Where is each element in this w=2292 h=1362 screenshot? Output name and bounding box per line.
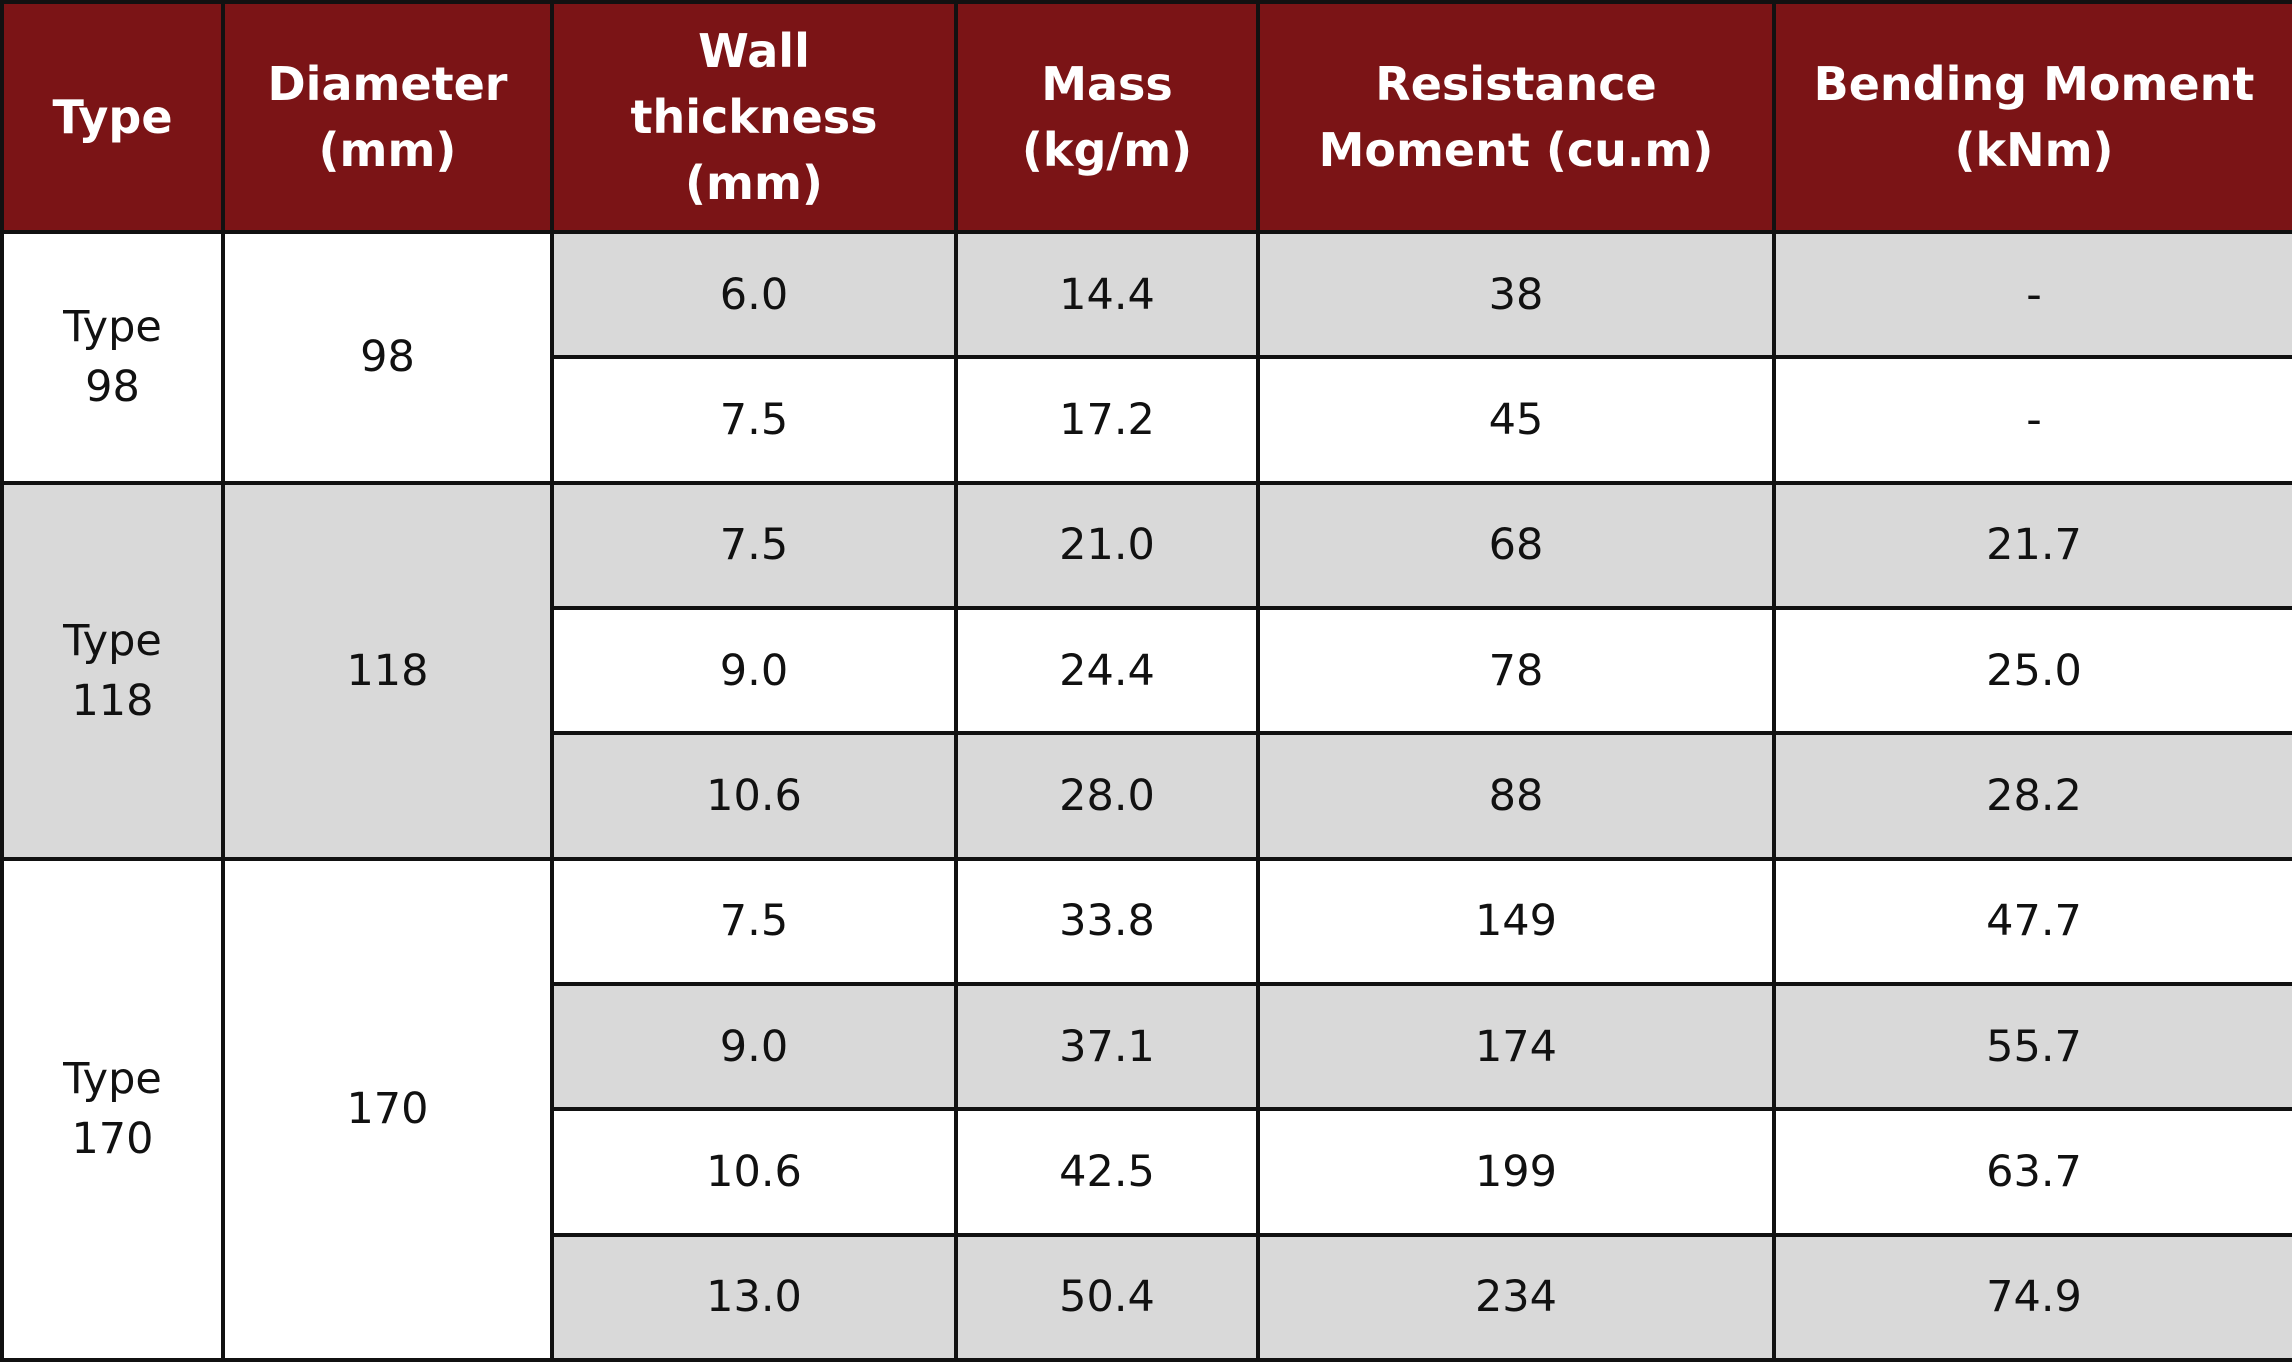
data-cell: 37.1 xyxy=(954,981,1260,1112)
diameter-cell: 118 xyxy=(221,480,554,861)
data-cell: 33.8 xyxy=(954,856,1260,986)
data-cell: 13.0 xyxy=(550,1232,958,1362)
data-cell: 9.0 xyxy=(550,605,958,736)
data-cell: 78 xyxy=(1256,605,1776,736)
data-cell: - xyxy=(1772,229,2292,360)
data-cell: 24.4 xyxy=(954,605,1260,736)
table-row: Type 170 170 7.5 33.8 149 47.7 xyxy=(0,856,2292,1362)
type-cell: Type 118 xyxy=(0,480,225,861)
table-row: 9.0 37.1 174 55.7 xyxy=(2,981,2292,1112)
type-cell: Type 170 xyxy=(0,856,225,1362)
header-cell: Bending Moment (kNm) xyxy=(1772,0,2292,234)
data-cell: 9.0 xyxy=(550,981,958,1112)
data-cell: 42.5 xyxy=(954,1107,1260,1237)
data-cell: 74.9 xyxy=(1772,1232,2292,1362)
data-cell: 7.5 xyxy=(550,856,958,986)
header-row: Type Diameter (mm) Wall thickness (mm) Mass… xyxy=(0,0,2292,234)
data-cell: 10.6 xyxy=(550,731,958,861)
data-cell: 7.5 xyxy=(550,480,958,610)
header-cell: Type xyxy=(0,0,225,234)
data-cell: 88 xyxy=(1256,731,1776,861)
data-cell: 149 xyxy=(1256,856,1776,986)
data-cell: 21.0 xyxy=(954,480,1260,610)
table-row: 13.0 50.4 234 74.9 xyxy=(2,1232,2292,1362)
data-cell: 47.7 xyxy=(1772,856,2292,986)
data-cell: 55.7 xyxy=(1772,981,2292,1112)
diameter-cell: 170 xyxy=(221,856,554,1362)
data-cell: 7.5 xyxy=(550,355,958,485)
data-cell: 68 xyxy=(1256,480,1776,610)
data-cell: 21.7 xyxy=(1772,480,2292,610)
data-cell: 199 xyxy=(1256,1107,1776,1237)
data-cell: 63.7 xyxy=(1772,1107,2292,1237)
table-body: Type 98 98 6.0 14.4 38-7.5 17.2 45- Type 118 118… xyxy=(0,229,2292,1362)
header-cell: Diameter (mm) xyxy=(221,0,554,234)
data-cell: 25.0 xyxy=(1772,605,2292,736)
diameter-cell: 98 xyxy=(221,230,554,485)
table-row: 7.5 17.2 45- xyxy=(2,355,2292,485)
data-cell: 174 xyxy=(1256,981,1776,1112)
data-cell: 14.4 xyxy=(954,229,1260,360)
table-row: 9.0 24.4 78 25.0 xyxy=(2,605,2292,736)
data-cell: 234 xyxy=(1256,1232,1776,1362)
data-cell: 10.6 xyxy=(550,1107,958,1237)
table-row: Type 98 98 6.0 14.4 38- xyxy=(0,229,2292,485)
data-cell: 6.0 xyxy=(550,229,958,360)
header-cell: Mass (kg/m) xyxy=(954,0,1260,234)
data-cell: 38 xyxy=(1256,229,1776,360)
table-row: 10.6 42.5 199 63.7 xyxy=(2,1107,2292,1237)
table-row: Type 118 118 7.5 21.0 68 21.7 xyxy=(0,480,2292,861)
data-cell: 17.2 xyxy=(954,355,1260,485)
data-cell: 28.2 xyxy=(1772,731,2292,861)
header-cell: Wall thickness (mm) xyxy=(550,0,958,234)
data-cell: 45 xyxy=(1256,355,1776,485)
data-cell: 50.4 xyxy=(954,1232,1260,1362)
table-row: 10.6 28.0 88 28.2 xyxy=(2,731,2292,861)
header-cell: Resistance Moment (cu.m) xyxy=(1256,0,1776,234)
data-cell: - xyxy=(1772,355,2292,485)
type-cell: Type 98 xyxy=(0,230,225,485)
data-cell: 28.0 xyxy=(954,731,1260,861)
